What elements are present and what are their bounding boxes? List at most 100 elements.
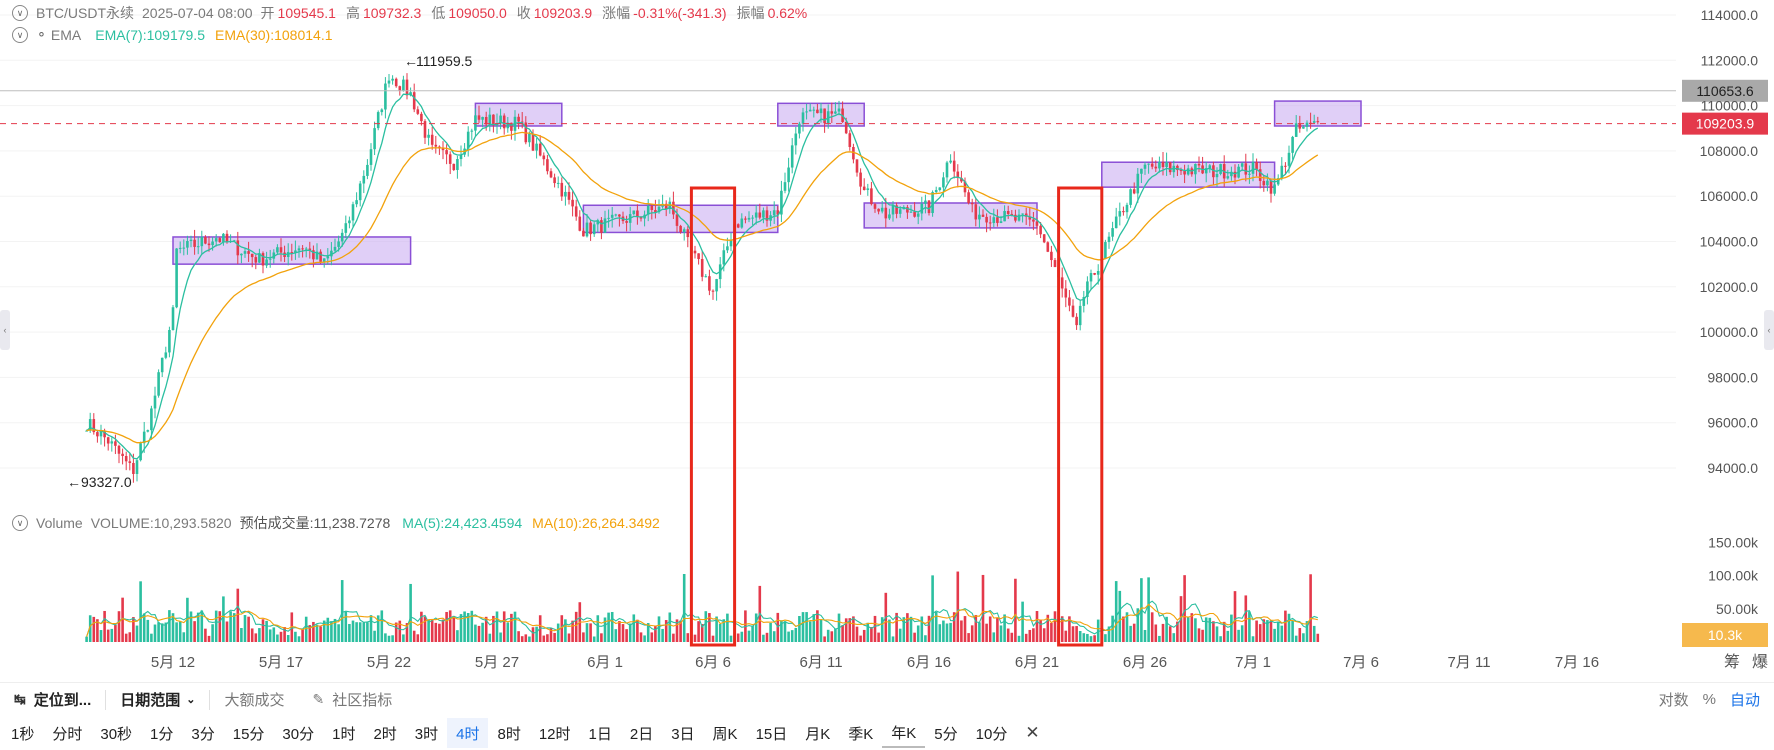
volume-bar [862, 629, 866, 642]
interval-5[interactable]: 15分 [232, 725, 265, 743]
candle-body [1266, 180, 1269, 186]
right-collapse-tab[interactable]: ‹ [1764, 310, 1774, 350]
chevron-down-icon[interactable]: ∨ [12, 515, 28, 531]
volume-bar [931, 575, 934, 642]
volume-bar [1251, 636, 1255, 642]
candle-body [279, 247, 283, 253]
candle-body [1158, 161, 1161, 169]
candle-body [405, 79, 409, 96]
candle-body [711, 290, 715, 292]
interval-21[interactable]: 5分 [934, 725, 958, 743]
candle-body [780, 190, 783, 215]
candle-body [1208, 165, 1212, 169]
volume-bar [456, 630, 459, 642]
interval-17[interactable]: 15日 [755, 725, 788, 743]
candle-body [571, 199, 574, 207]
interval-13[interactable]: 1日 [588, 725, 612, 743]
date-range-button[interactable]: 日期范围 ⌄ [106, 683, 209, 717]
candle-body [103, 431, 106, 438]
candle-body [639, 217, 643, 219]
interval-11[interactable]: 8时 [497, 725, 521, 743]
volume-bar [1096, 619, 1100, 642]
volume-bar [236, 588, 240, 642]
x-tick-label: 5月 17 [259, 654, 303, 671]
candle-body [528, 133, 531, 143]
interval-7[interactable]: 1时 [332, 725, 356, 743]
interval-10[interactable]: 4时 [447, 718, 489, 748]
locate-button[interactable]: ↹ 定位到... [0, 683, 105, 717]
volume-bar [1197, 628, 1201, 642]
log-scale-toggle[interactable]: 对数 [1658, 692, 1689, 709]
volume-bar [798, 616, 801, 642]
candle-body [196, 246, 200, 248]
edit-icon: ✎ [312, 691, 325, 707]
interval-22[interactable]: 10分 [975, 725, 1008, 743]
chevron-down-icon: ⌄ [186, 694, 196, 706]
interval-18[interactable]: 月K [805, 725, 831, 743]
interval-2[interactable]: 30秒 [100, 725, 133, 743]
left-collapse-tab[interactable]: ‹ [0, 310, 10, 350]
interval-16[interactable]: 周K [712, 725, 738, 743]
candle-body [488, 114, 492, 125]
price-tick-label: 96000.0 [1707, 415, 1758, 431]
candle-body [852, 146, 855, 160]
candle-body [261, 253, 265, 266]
candle-body [348, 220, 351, 224]
interval-20[interactable]: 年K [882, 718, 926, 748]
candle-body [553, 177, 556, 184]
candle-body [967, 192, 970, 203]
volume-bar [1176, 621, 1179, 642]
interval-1[interactable]: 分时 [52, 725, 83, 743]
large-trades-button[interactable]: 大额成交 [210, 683, 298, 717]
volume-bar [474, 624, 477, 642]
volume-bar [1237, 629, 1240, 642]
candle-body [1150, 163, 1154, 167]
auto-scale-toggle[interactable]: 自动 [1729, 692, 1760, 709]
volume-bar [380, 610, 384, 642]
candle-body [1154, 166, 1158, 169]
low-label: 低 [431, 5, 446, 21]
volume-bar [438, 623, 441, 642]
volume-bar [646, 623, 650, 642]
interval-8[interactable]: 2时 [373, 725, 397, 743]
volume-bar [301, 629, 304, 642]
volume-bar [366, 622, 369, 642]
volume-ma10-line [86, 603, 1318, 637]
candle-body [175, 248, 178, 308]
close-icon[interactable]: ✕ [1025, 723, 1040, 742]
volume-bar [571, 620, 574, 642]
candle-body [373, 128, 376, 150]
chevron-down-icon[interactable]: ∨ [12, 5, 28, 21]
candle-body [859, 172, 862, 187]
interval-4[interactable]: 3分 [191, 725, 215, 743]
bell-icon[interactable]: ⚬ [36, 27, 47, 42]
interval-15[interactable]: 3日 [671, 725, 695, 743]
volume-bar [985, 623, 988, 642]
interval-6[interactable]: 30分 [282, 725, 315, 743]
candle-body [924, 200, 927, 204]
volume-bar [1060, 616, 1064, 642]
candle-body [423, 121, 427, 138]
interval-9[interactable]: 3时 [414, 725, 439, 743]
x-tick-label: 6月 1 [587, 654, 623, 671]
volume-bar [564, 619, 567, 642]
interval-12[interactable]: 12时 [538, 725, 571, 743]
volume-bar [348, 623, 351, 642]
volume-bar [664, 620, 668, 642]
volume-bar [1219, 636, 1222, 642]
ema-legend: ∨ ⚬ EMA EMA(7):109179.5 EMA(30):108014.1 [12, 26, 343, 44]
candle-body [1096, 271, 1100, 275]
interval-0[interactable]: 1秒 [11, 725, 35, 743]
community-indicators-button[interactable]: ✎ 社区指标 [299, 683, 407, 717]
interval-3[interactable]: 1分 [150, 725, 174, 743]
chevron-down-icon[interactable]: ∨ [12, 27, 28, 43]
price-tick-label: 102000.0 [1700, 279, 1759, 295]
interval-19[interactable]: 季K [848, 725, 874, 743]
percent-scale-toggle[interactable]: % [1702, 691, 1716, 708]
candle-body [898, 209, 902, 214]
volume-bar [258, 628, 261, 642]
volume-bar [506, 622, 510, 642]
volume-bar [409, 583, 412, 642]
interval-14[interactable]: 2日 [629, 725, 654, 743]
